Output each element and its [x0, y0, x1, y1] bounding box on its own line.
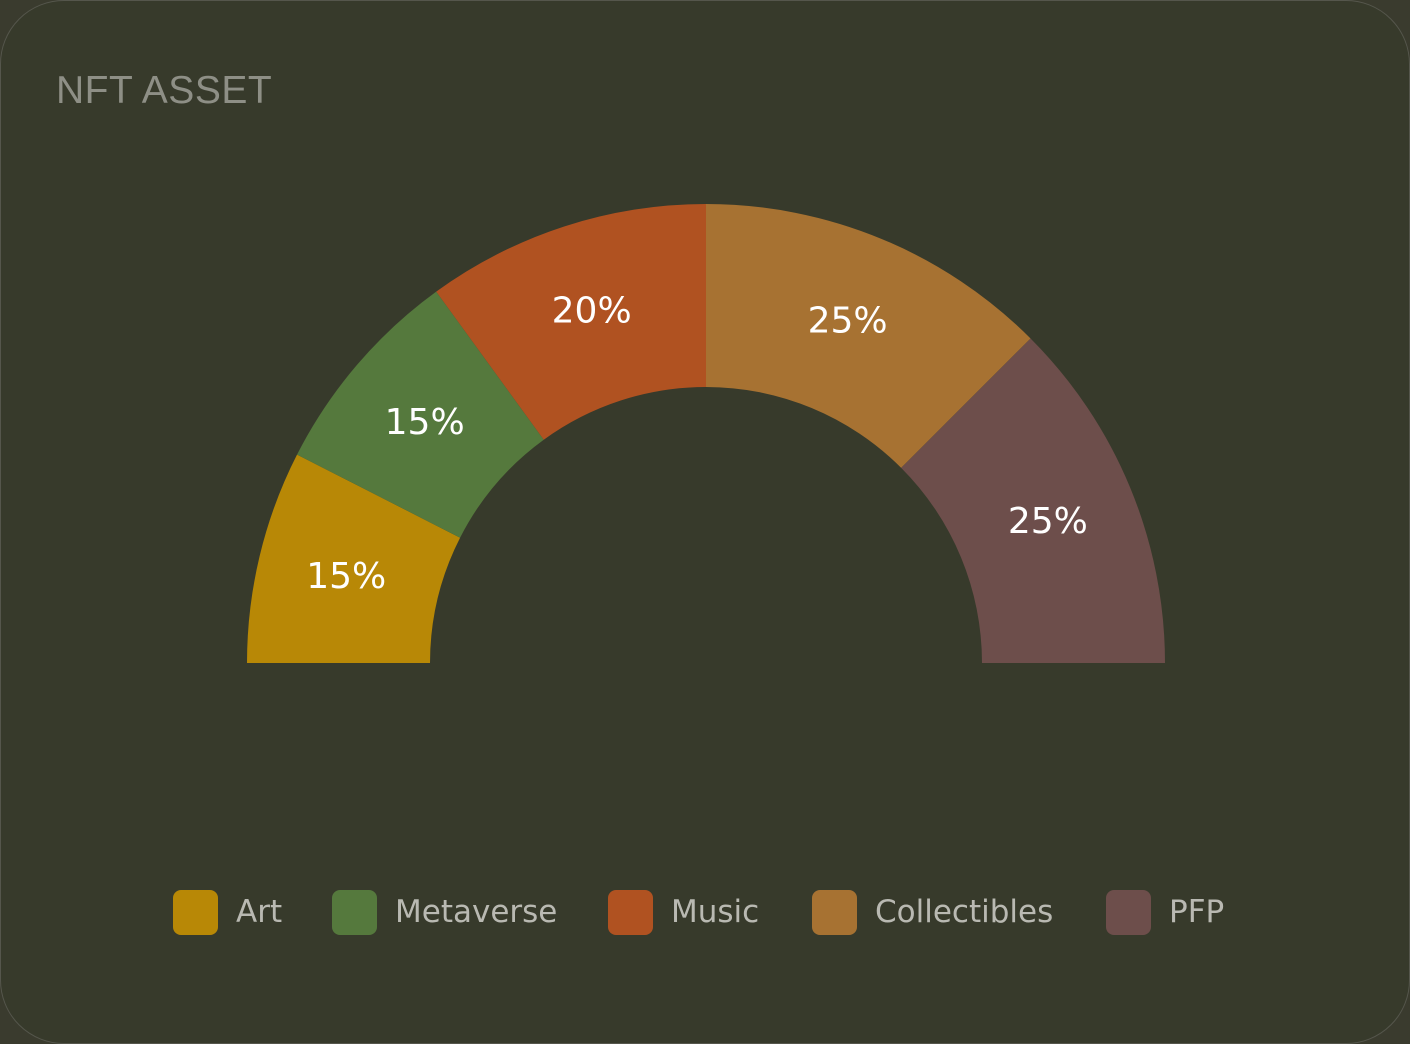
legend-label: Music [671, 894, 760, 930]
legend-swatch [332, 889, 377, 935]
slice-label-collectibles: 25% [808, 301, 888, 342]
legend-label: PFP [1169, 894, 1225, 930]
slice-music[interactable] [436, 204, 706, 440]
chart-legend: Art Metaverse Music Collectibles PFP [1, 888, 1409, 936]
legend-label: Art [236, 894, 283, 930]
legend-swatch [173, 889, 218, 935]
legend-item-metaverse[interactable]: Metaverse [332, 888, 557, 936]
legend-item-collectibles[interactable]: Collectibles [812, 888, 1053, 936]
half-donut-chart: 15% 15% 20% 25% 25% [247, 204, 1165, 663]
legend-label: Metaverse [395, 894, 558, 930]
slice-label-music: 20% [552, 291, 632, 332]
slice-metaverse[interactable] [297, 291, 544, 538]
slice-art[interactable] [247, 454, 461, 663]
slice-collectibles[interactable] [706, 204, 1031, 468]
legend-item-music[interactable]: Music [608, 888, 759, 936]
slice-label-metaverse: 15% [385, 402, 465, 443]
legend-item-pfp[interactable]: PFP [1106, 888, 1224, 936]
legend-swatch [1106, 889, 1151, 935]
slice-label-art: 15% [306, 556, 386, 597]
legend-label: Collectibles [875, 894, 1054, 930]
slice-pfp[interactable] [901, 338, 1165, 663]
legend-swatch [812, 889, 857, 935]
slice-label-pfp: 25% [1008, 501, 1088, 542]
legend-swatch [608, 889, 653, 935]
chart-title: NFT ASSET [56, 69, 273, 112]
legend-item-art[interactable]: Art [173, 888, 282, 936]
